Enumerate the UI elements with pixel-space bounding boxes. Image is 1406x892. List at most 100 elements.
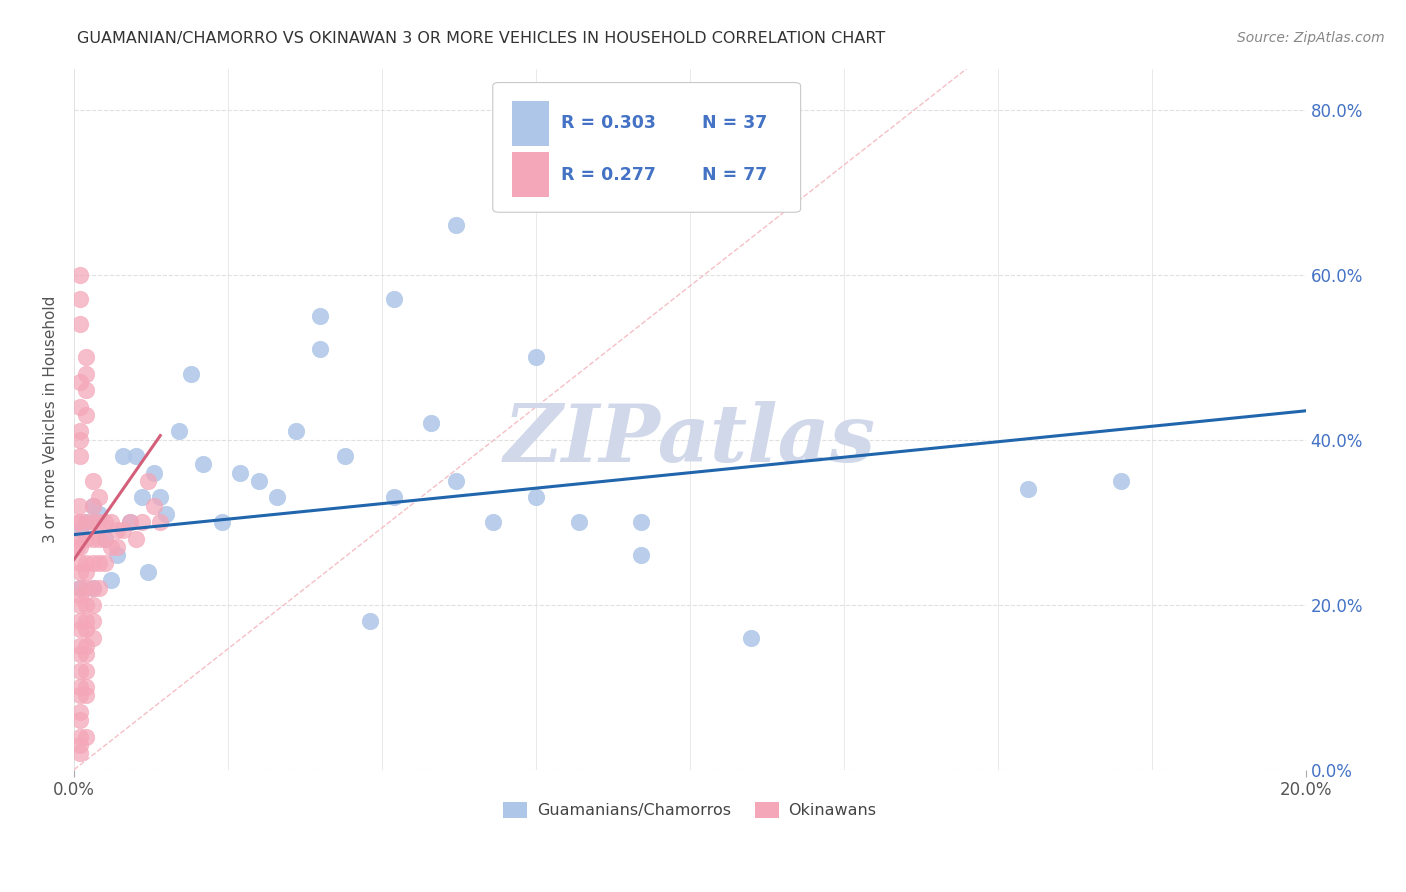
Point xyxy=(69,598,91,612)
Point xyxy=(94,557,117,571)
Point xyxy=(69,400,91,414)
Point xyxy=(382,491,405,505)
Point xyxy=(82,598,104,612)
Point xyxy=(75,623,97,637)
Point xyxy=(630,515,652,529)
Point xyxy=(284,425,307,439)
Point xyxy=(524,350,547,364)
Point xyxy=(66,532,89,546)
Point xyxy=(309,309,332,323)
Point xyxy=(69,557,91,571)
Point xyxy=(87,557,110,571)
Point xyxy=(69,425,91,439)
Point xyxy=(524,491,547,505)
Point xyxy=(568,515,591,529)
Point xyxy=(82,474,104,488)
Point xyxy=(309,342,332,356)
Point xyxy=(131,515,153,529)
Point xyxy=(630,548,652,562)
Point xyxy=(69,268,91,282)
Point xyxy=(112,524,135,538)
Point xyxy=(69,515,91,529)
Point xyxy=(444,219,467,233)
Point xyxy=(481,515,503,529)
Point xyxy=(75,581,97,595)
Text: R = 0.303: R = 0.303 xyxy=(561,114,655,132)
Point xyxy=(69,590,91,604)
Point xyxy=(149,515,172,529)
Point xyxy=(69,293,91,307)
Point xyxy=(1017,482,1039,496)
Point xyxy=(75,647,97,661)
Point xyxy=(94,532,117,546)
Point xyxy=(105,548,128,562)
Point xyxy=(75,350,97,364)
Point xyxy=(143,466,166,480)
Point xyxy=(382,293,405,307)
Point xyxy=(211,515,233,529)
Point xyxy=(444,474,467,488)
Point xyxy=(82,581,104,595)
Point xyxy=(69,746,91,760)
Point xyxy=(75,565,97,579)
Point xyxy=(136,565,159,579)
Point xyxy=(67,515,90,529)
FancyBboxPatch shape xyxy=(512,152,550,197)
Point xyxy=(229,466,252,480)
Point xyxy=(82,499,104,513)
Point xyxy=(69,375,91,389)
Text: GUAMANIAN/CHAMORRO VS OKINAWAN 3 OR MORE VEHICLES IN HOUSEHOLD CORRELATION CHART: GUAMANIAN/CHAMORRO VS OKINAWAN 3 OR MORE… xyxy=(77,31,886,46)
Point xyxy=(87,491,110,505)
Point xyxy=(87,581,110,595)
Point xyxy=(266,491,288,505)
FancyBboxPatch shape xyxy=(492,83,800,212)
Point xyxy=(75,408,97,422)
Point xyxy=(69,639,91,653)
Y-axis label: 3 or more Vehicles in Household: 3 or more Vehicles in Household xyxy=(44,295,58,542)
Point xyxy=(359,614,381,628)
Point xyxy=(69,647,91,661)
Point xyxy=(75,664,97,678)
Point xyxy=(69,449,91,463)
Point xyxy=(131,491,153,505)
Point xyxy=(75,614,97,628)
Point xyxy=(69,664,91,678)
Point xyxy=(69,581,91,595)
Point xyxy=(420,416,443,430)
Point xyxy=(69,524,91,538)
FancyBboxPatch shape xyxy=(512,102,550,146)
Point xyxy=(118,515,141,529)
Point xyxy=(75,557,97,571)
Text: Source: ZipAtlas.com: Source: ZipAtlas.com xyxy=(1237,31,1385,45)
Point xyxy=(82,557,104,571)
Point xyxy=(75,515,97,529)
Point xyxy=(100,540,122,554)
Point xyxy=(105,524,128,538)
Point xyxy=(75,680,97,694)
Point xyxy=(75,383,97,397)
Point xyxy=(75,515,97,529)
Point xyxy=(69,433,91,447)
Point xyxy=(112,449,135,463)
Point xyxy=(69,730,91,744)
Point xyxy=(193,458,215,472)
Point xyxy=(82,499,104,513)
Point xyxy=(124,532,146,546)
Point xyxy=(118,515,141,529)
Point xyxy=(167,425,190,439)
Point xyxy=(82,631,104,645)
Point xyxy=(136,474,159,488)
Point xyxy=(75,730,97,744)
Point xyxy=(1109,474,1132,488)
Point xyxy=(75,532,97,546)
Point xyxy=(143,499,166,513)
Point xyxy=(247,474,270,488)
Point xyxy=(82,532,104,546)
Point xyxy=(69,565,91,579)
Point xyxy=(69,738,91,752)
Point xyxy=(87,515,110,529)
Text: ZIPatlas: ZIPatlas xyxy=(503,401,876,479)
Point xyxy=(180,367,202,381)
Point xyxy=(75,598,97,612)
Point xyxy=(82,581,104,595)
